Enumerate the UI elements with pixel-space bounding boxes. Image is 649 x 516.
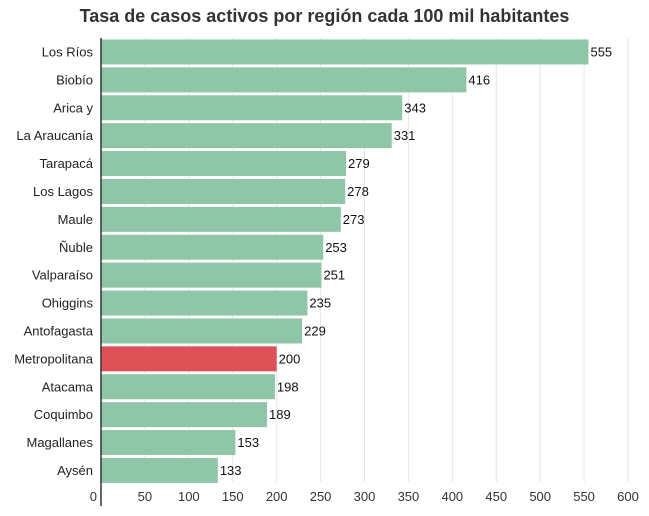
category-label: Maule <box>58 212 93 227</box>
x-tick-label: 550 <box>573 489 595 504</box>
category-label: Tarapacá <box>40 156 94 171</box>
x-tick-label: 300 <box>354 489 376 504</box>
bar <box>101 457 218 483</box>
value-label: 278 <box>347 184 369 199</box>
category-label: Ohiggins <box>42 296 94 311</box>
value-label: 273 <box>343 212 365 227</box>
bar <box>101 39 589 65</box>
value-label: 133 <box>220 463 242 478</box>
value-label: 229 <box>304 323 326 338</box>
bar <box>101 346 277 372</box>
value-label: 253 <box>325 240 347 255</box>
bar <box>101 95 403 121</box>
category-label: Valparaíso <box>32 268 93 283</box>
value-label: 153 <box>237 435 259 450</box>
x-tick-label: 400 <box>441 489 463 504</box>
value-label: 279 <box>348 156 370 171</box>
bar <box>101 402 268 428</box>
category-label: La Araucanía <box>16 128 93 143</box>
category-label: Atacama <box>42 379 94 394</box>
value-label: 555 <box>590 44 612 59</box>
x-tick-label: 150 <box>222 489 244 504</box>
x-tick-label: 600 <box>617 489 639 504</box>
bar <box>101 151 347 177</box>
value-label: 189 <box>269 407 291 422</box>
value-label: 251 <box>323 268 345 283</box>
bar <box>101 206 341 232</box>
x-tick-label: 450 <box>485 489 507 504</box>
category-label: Ñuble <box>59 240 93 255</box>
bar <box>101 374 275 400</box>
category-label: Arica y <box>53 100 93 115</box>
bar <box>101 178 346 204</box>
category-label: Biobío <box>56 72 93 87</box>
bar <box>101 290 308 316</box>
category-label: Metropolitana <box>14 351 94 366</box>
category-label: Los Ríos <box>42 44 94 59</box>
x-tick-label: 50 <box>138 489 152 504</box>
category-label: Aysén <box>57 463 93 478</box>
x-tick-label: 350 <box>398 489 420 504</box>
category-label: Coquimbo <box>34 407 93 422</box>
x-tick-label: 100 <box>178 489 200 504</box>
category-label: Antofagasta <box>24 323 94 338</box>
value-label: 331 <box>394 128 416 143</box>
x-tick-label: 200 <box>266 489 288 504</box>
x-tick-label: 500 <box>529 489 551 504</box>
category-label: Los Lagos <box>33 184 93 199</box>
bar <box>101 262 322 288</box>
bar <box>101 67 467 93</box>
bar <box>101 123 392 149</box>
bar <box>101 318 303 344</box>
value-label: 343 <box>404 100 426 115</box>
x-tick-label: 0 <box>90 489 97 504</box>
value-label: 198 <box>277 379 299 394</box>
bar <box>101 430 236 456</box>
chart-title: Tasa de casos activos por región cada 10… <box>79 6 570 26</box>
category-label: Magallanes <box>27 435 94 450</box>
value-label: 235 <box>309 296 331 311</box>
value-label: 200 <box>279 351 301 366</box>
x-tick-label: 250 <box>310 489 332 504</box>
bar <box>101 234 324 260</box>
value-label: 416 <box>468 72 490 87</box>
